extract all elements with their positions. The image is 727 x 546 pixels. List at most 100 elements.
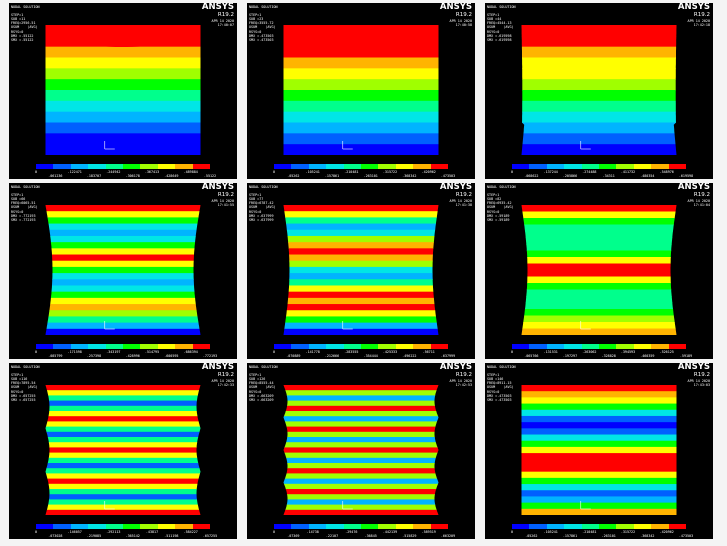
legend-swatch — [616, 164, 634, 169]
contour-band — [521, 385, 677, 392]
contour-band — [283, 494, 439, 500]
contour-band — [283, 223, 439, 231]
version-label: R19.2 — [217, 12, 234, 18]
cylinder-plot — [45, 385, 201, 515]
timestamp: APR 14 2020 17:41:38 — [449, 199, 472, 208]
version-label: R19.2 — [693, 372, 710, 378]
contour-band — [45, 304, 201, 311]
legend-swatch — [291, 164, 309, 169]
legend-tick-label: .657255 — [202, 534, 218, 538]
legend-ticks: 0 .073028 .146057 .219085 .292113 .365142 .438… — [35, 530, 217, 538]
legend-tick-label: .368342 — [640, 534, 655, 538]
legend-tick-label: .22107 — [325, 534, 339, 538]
legend-swatch — [413, 344, 431, 349]
contour-band — [45, 266, 201, 274]
legend-swatch — [599, 344, 617, 349]
legend-tick-label: .442139 — [382, 530, 398, 534]
contour-band — [521, 302, 677, 310]
legend-swatch — [175, 344, 193, 349]
legend-tick-label: .526125 — [659, 350, 674, 354]
cylinder-plot — [45, 25, 201, 155]
cylinder-plot — [45, 205, 201, 335]
legend-tick-label: .05262 — [525, 534, 538, 538]
legend-swatch — [651, 164, 669, 169]
legend-swatch — [53, 524, 71, 529]
solution-header: NODAL SOLUTION STEP=1 SUB =11 FREQ=2956.… — [11, 5, 40, 42]
contour-band — [45, 223, 201, 231]
contour-band — [521, 276, 677, 284]
legend-swatch — [361, 524, 379, 529]
legend-tick-label: .171598 — [67, 350, 82, 354]
contour-band — [45, 457, 201, 464]
contour-band — [283, 400, 439, 407]
legend-tick-label: .619598 — [678, 174, 694, 178]
legend-tick-label: .515829 — [402, 534, 417, 538]
contour-band — [521, 446, 677, 454]
legend-swatch — [192, 524, 211, 529]
contour-band — [283, 473, 439, 480]
version-label: R19.2 — [455, 12, 472, 18]
contour-band — [283, 144, 439, 155]
legend-tick-label: .55122 — [203, 174, 217, 178]
ansys-logo-text: ANSYS — [677, 3, 710, 12]
legend-tick-label: .263101 — [601, 534, 616, 538]
legend-swatch — [140, 164, 158, 169]
legend-ticks: 0 .085799 .171598 .257398 .343197 .428996 .514… — [35, 350, 217, 358]
legend-swatch — [413, 164, 431, 169]
timestamp: APR 14 2020 17:42:18 — [687, 19, 710, 28]
contour-legend-bar — [274, 524, 449, 529]
legend-swatch — [413, 524, 431, 529]
legend-tick-label: .122471 — [67, 170, 82, 174]
legend-tick-label: .428649 — [164, 174, 179, 178]
contour-band — [283, 395, 439, 402]
mode-panel: NODAL SOLUTION STEP=1 SUB =23 FREQ=3555.… — [247, 3, 475, 179]
legend-tick-label: .137244 — [543, 170, 558, 174]
cylinder-plot — [283, 205, 439, 335]
contour-band — [45, 133, 201, 145]
contour-band — [45, 322, 201, 330]
legend-tick-label: .480354 — [640, 174, 655, 178]
legend-swatch — [546, 524, 565, 529]
contour-band — [45, 431, 201, 438]
legend-swatch — [88, 164, 106, 169]
legend-tick-label: .637999 — [440, 354, 456, 358]
legend-tick-label: 0 — [272, 350, 276, 354]
contour-band — [521, 296, 677, 304]
legend-tick-label: .157861 — [562, 534, 578, 538]
contour-band — [45, 400, 201, 407]
legend-swatch — [157, 344, 176, 349]
legend-tick-label: .511198 — [164, 534, 179, 538]
contour-band — [521, 205, 677, 213]
contour-band — [45, 421, 201, 428]
contour-band — [45, 478, 201, 485]
legend-tick-label: .07369 — [287, 534, 300, 538]
legend-swatch — [564, 344, 582, 349]
contour-band — [283, 217, 439, 225]
contour-band — [521, 397, 677, 405]
contour-band — [521, 122, 677, 134]
legend-swatch — [361, 164, 379, 169]
legend-swatch — [291, 524, 309, 529]
legend-tick-label: .368342 — [402, 174, 417, 178]
solution-header: NODAL SOLUTION STEP=1 SUB =116 FREQ=7895… — [11, 365, 40, 402]
ansys-logo-text: ANSYS — [677, 183, 710, 192]
legend-tick-label: .428996 — [125, 354, 140, 358]
contour-band — [521, 25, 677, 37]
contour-band — [45, 260, 201, 268]
legend-tick-label: .548976 — [659, 170, 674, 174]
legend-swatch — [512, 164, 530, 169]
contour-band — [521, 391, 677, 398]
legend-tick-label: .36845 — [364, 534, 377, 538]
contour-band — [283, 273, 439, 280]
legend-tick-label: .460359 — [640, 354, 655, 358]
contour-band — [283, 248, 439, 256]
legend-tick-label: .141778 — [305, 350, 320, 354]
contour-band — [45, 411, 201, 417]
legend-tick-label: .420962 — [421, 170, 436, 174]
legend-tick-label: .43817 — [145, 530, 159, 534]
contour-band — [45, 499, 201, 506]
contour-band — [283, 133, 439, 145]
contour-band — [521, 502, 677, 510]
legend-tick-label: .065766 — [524, 354, 539, 358]
contour-band — [45, 489, 201, 495]
